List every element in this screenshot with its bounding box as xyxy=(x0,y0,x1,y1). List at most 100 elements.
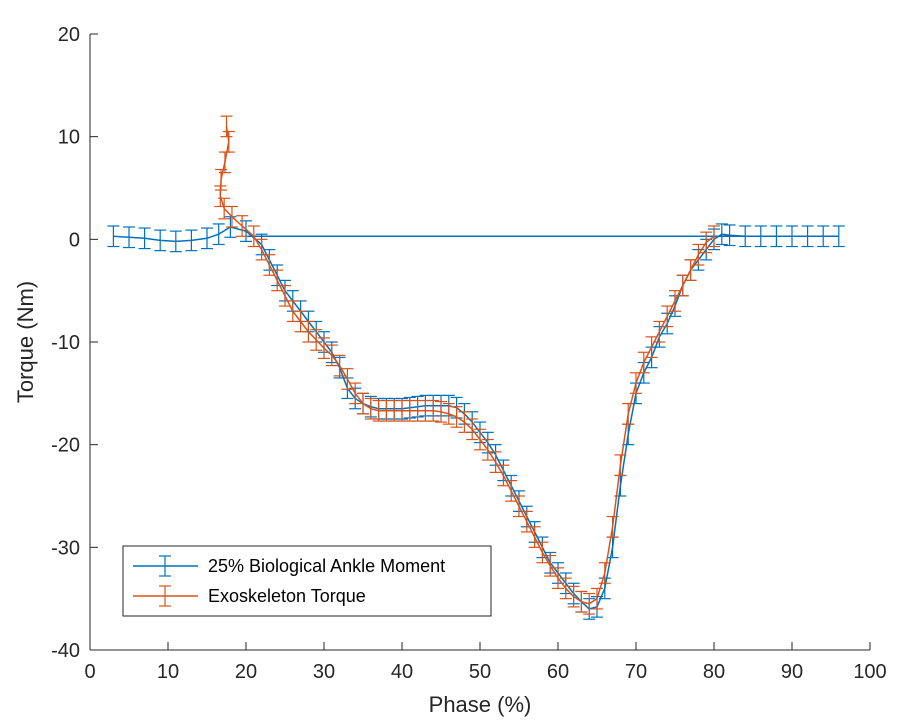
error-bar xyxy=(169,230,182,253)
error-bar xyxy=(286,300,299,323)
error-bar xyxy=(236,215,249,237)
error-bar xyxy=(427,399,440,422)
error-bar xyxy=(637,351,650,374)
error-bar xyxy=(333,354,346,377)
error-bar xyxy=(567,585,580,608)
x-tick-label: 20 xyxy=(235,661,257,683)
error-bar xyxy=(692,243,705,266)
error-bar xyxy=(786,225,798,248)
error-bar xyxy=(591,587,603,610)
error-bar xyxy=(318,337,330,360)
y-axis-label: Torque (Nm) xyxy=(13,281,38,403)
error-bar xyxy=(255,238,268,261)
error-bar xyxy=(614,454,627,477)
error-bar xyxy=(661,305,674,328)
y-tick-label: -20 xyxy=(51,435,80,457)
error-bar xyxy=(474,428,486,451)
error-bar xyxy=(676,274,689,297)
error-bar xyxy=(653,320,666,343)
error-bar xyxy=(552,567,564,590)
error-bar xyxy=(817,225,830,248)
x-tick-label: 100 xyxy=(853,661,886,683)
error-bar xyxy=(247,225,260,248)
error-bar xyxy=(669,290,681,312)
error-bar xyxy=(708,225,720,248)
error-bar xyxy=(364,397,377,420)
error-bar xyxy=(201,227,213,250)
error-bar xyxy=(723,224,736,247)
error-bar xyxy=(622,403,635,425)
error-bar xyxy=(357,392,369,415)
error-bar xyxy=(302,320,315,343)
error-bar xyxy=(279,284,291,307)
error-bar xyxy=(715,223,728,246)
y-tick-label: 10 xyxy=(58,127,80,149)
error-bar xyxy=(349,382,362,405)
error-bar xyxy=(536,541,549,564)
error-bar xyxy=(583,592,596,615)
legend-label-biological: 25% Biological Ankle Moment xyxy=(208,556,445,576)
error-bar xyxy=(520,510,533,533)
error-bar xyxy=(505,480,518,502)
error-bar xyxy=(220,115,233,138)
error-bar xyxy=(466,418,479,441)
y-tick-label: 0 xyxy=(69,229,80,251)
series-line xyxy=(219,126,715,605)
error-bar xyxy=(263,254,276,276)
error-bar xyxy=(294,310,307,333)
legend-label-exoskeleton: Exoskeleton Torque xyxy=(208,586,366,606)
error-bar xyxy=(606,515,619,538)
error-bar xyxy=(544,554,557,577)
x-tick-label: 70 xyxy=(625,661,647,683)
error-bar xyxy=(770,225,783,248)
error-bar xyxy=(497,464,510,487)
error-bar xyxy=(832,225,845,248)
error-bar xyxy=(739,225,752,248)
x-tick-label: 0 xyxy=(84,661,95,683)
x-tick-label: 90 xyxy=(781,661,803,683)
error-bar xyxy=(489,451,502,473)
legend-symbol-biological xyxy=(133,555,198,577)
error-bar xyxy=(801,225,814,248)
error-bar xyxy=(154,229,167,252)
error-bar xyxy=(754,225,767,248)
error-bar xyxy=(225,205,238,228)
error-bar xyxy=(598,562,611,584)
error-bar xyxy=(700,231,713,254)
error-bar xyxy=(212,223,225,246)
error-bar xyxy=(645,336,658,358)
error-bar xyxy=(513,495,525,518)
error-bar xyxy=(185,229,198,252)
error-bar xyxy=(325,344,338,367)
x-tick-label: 40 xyxy=(391,661,413,683)
error-bar xyxy=(218,197,231,220)
x-axis-label: Phase (%) xyxy=(429,692,532,717)
series-exoskeleton xyxy=(214,115,720,615)
x-tick-label: 10 xyxy=(157,661,179,683)
error-bar xyxy=(442,403,455,425)
error-bar xyxy=(310,329,323,351)
error-bar xyxy=(107,225,120,248)
error-bar xyxy=(575,590,588,613)
error-bar xyxy=(138,227,151,250)
y-tick-label: -40 xyxy=(51,640,80,662)
error-bar xyxy=(450,406,463,428)
error-bar xyxy=(271,269,284,292)
error-bar xyxy=(123,226,135,249)
legend-symbol-exoskeleton xyxy=(133,585,198,607)
x-tick-label: 50 xyxy=(469,661,491,683)
error-bar xyxy=(528,526,541,548)
error-bar xyxy=(481,438,494,461)
legend-box xyxy=(122,545,492,617)
x-tick-label: 80 xyxy=(703,661,725,683)
error-bar xyxy=(684,259,697,281)
y-tick-label: -30 xyxy=(51,537,80,559)
error-bar xyxy=(458,411,471,433)
y-tick-label: -10 xyxy=(51,332,80,354)
error-bar xyxy=(215,168,228,191)
x-tick-label: 30 xyxy=(313,661,335,683)
legend: 25% Biological Ankle Moment Exoskeleton … xyxy=(122,545,492,617)
series-layer xyxy=(107,115,845,620)
